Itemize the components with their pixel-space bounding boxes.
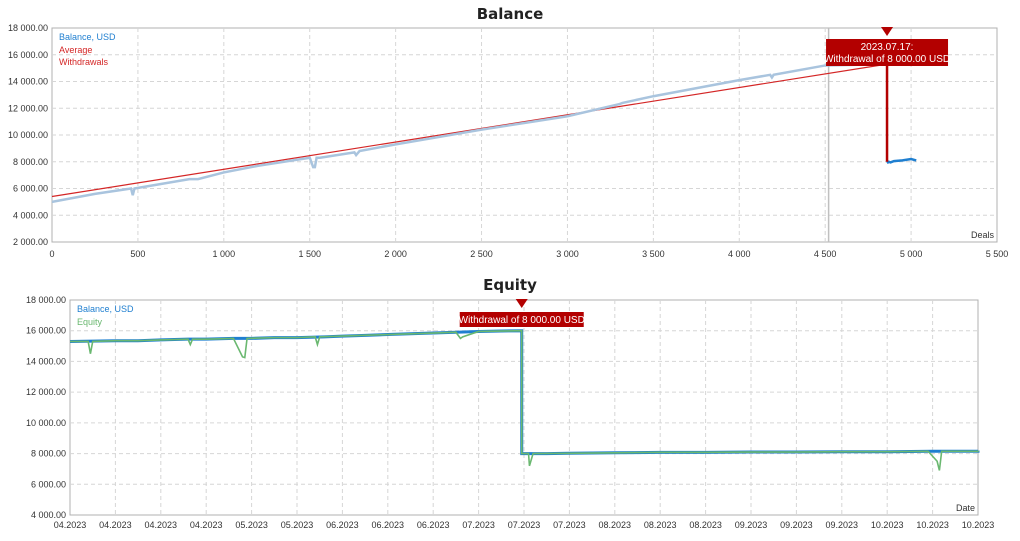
withdrawal-callout-text: Withdrawal of 8 000.00 USD	[824, 54, 950, 65]
x-tick-label: 4 000	[728, 249, 751, 259]
balance-chart: 2 000.00 4 000.00 6 000.00 8 000.00 10 000.0…	[8, 23, 1009, 259]
x-tick-label: 07.2023	[553, 520, 586, 530]
withdrawal-callout-date: 2023.07.17:	[861, 42, 914, 53]
x-tick-label: 3 500	[642, 249, 665, 259]
balance-line-after-withdrawal	[886, 157, 917, 165]
balance-chart-title: Balance	[476, 5, 544, 23]
x-tick-label: 5 000	[900, 249, 923, 259]
x-tick-label: 08.2023	[599, 520, 632, 530]
y-tick-label: 2 000.00	[13, 237, 48, 247]
x-tick-label: 09.2023	[826, 520, 859, 530]
x-tick-label: 10.2023	[962, 520, 995, 530]
x-tick-label: 1 000	[213, 249, 236, 259]
y-tick-label: 12 000.00	[26, 387, 66, 397]
withdrawal-callout	[826, 39, 949, 66]
y-tick-label: 12 000.00	[8, 103, 48, 113]
x-tick-label: 5 500	[986, 249, 1009, 259]
legend-equity: Equity	[77, 317, 103, 327]
x-tick-label: 07.2023	[462, 520, 495, 530]
x-tick-label: 500	[130, 249, 145, 259]
y-tick-label: 10 000.00	[26, 418, 66, 428]
y-tick-label: 18 000.00	[8, 23, 48, 33]
y-tick-label: 18 000.00	[26, 295, 66, 305]
y-tick-label: 6 000.00	[13, 184, 48, 194]
y-tick-label: 4 000.00	[13, 210, 48, 220]
x-tick-label: 09.2023	[735, 520, 768, 530]
x-tick-label: 4 500	[814, 249, 837, 259]
x-tick-label: 04.2023	[54, 520, 87, 530]
x-tick-label: 06.2023	[326, 520, 359, 530]
x-tick-label: 04.2023	[99, 520, 132, 530]
x-tick-label: 05.2023	[235, 520, 268, 530]
x-tick-label: 04.2023	[190, 520, 223, 530]
x-tick-label: 0	[49, 249, 54, 259]
y-tick-label: 14 000.00	[8, 77, 48, 87]
withdrawal-marker-icon	[515, 299, 528, 308]
x-tick-label: 09.2023	[780, 520, 813, 530]
y-tick-label: 14 000.00	[26, 356, 66, 366]
x-axis-label: Deals	[971, 230, 995, 240]
x-tick-label: 1 500	[298, 249, 321, 259]
legend-average: Average	[59, 45, 92, 55]
withdrawal-callout	[459, 312, 584, 327]
legend-withdrawals: Withdrawals	[59, 57, 109, 67]
average-line	[51, 63, 888, 198]
x-tick-label: 3 000	[556, 249, 579, 259]
legend-balance: Balance, USD	[59, 32, 116, 42]
x-axis-label: Date	[956, 503, 975, 513]
x-tick-label: 07.2023	[508, 520, 541, 530]
y-tick-label: 8 000.00	[31, 449, 66, 459]
y-tick-label: 16 000.00	[26, 326, 66, 336]
withdrawal-callout-text: Withdrawal of 8 000.00 USD	[459, 315, 585, 326]
balance-line	[51, 62, 886, 204]
x-tick-label: 2 500	[470, 249, 493, 259]
x-tick-label: 06.2023	[372, 520, 405, 530]
x-tick-label: 10.2023	[871, 520, 904, 530]
y-tick-label: 4 000.00	[31, 510, 66, 520]
x-tick-label: 08.2023	[644, 520, 677, 530]
x-tick-label: 04.2023	[145, 520, 178, 530]
withdrawal-marker-icon	[881, 27, 894, 36]
x-tick-label: 2 000	[384, 249, 407, 259]
y-tick-label: 16 000.00	[8, 50, 48, 60]
x-tick-label: 05.2023	[281, 520, 314, 530]
x-tick-label: 10.2023	[916, 520, 949, 530]
legend-balance: Balance, USD	[77, 304, 134, 314]
equity-chart-title: Equity	[483, 276, 537, 294]
y-tick-label: 6 000.00	[31, 479, 66, 489]
x-tick-label: 08.2023	[689, 520, 722, 530]
equity-line	[70, 329, 979, 471]
y-tick-label: 8 000.00	[13, 157, 48, 167]
y-tick-label: 10 000.00	[8, 130, 48, 140]
x-tick-label: 06.2023	[417, 520, 450, 530]
